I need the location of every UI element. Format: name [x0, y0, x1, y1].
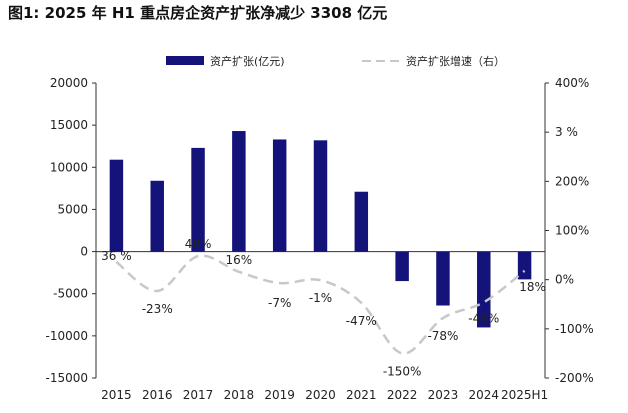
- bar: [313, 140, 328, 252]
- growth-line: [115, 254, 526, 355]
- bar: [272, 139, 287, 252]
- line-data-label: -47%: [346, 314, 377, 328]
- x-tick-label: 2025H1: [501, 388, 548, 402]
- legend-bar-label: 资产扩张(亿元): [210, 54, 285, 68]
- bar: [109, 159, 124, 252]
- line-data-label: 48%: [185, 237, 212, 251]
- x-tick-label: 2023: [428, 388, 459, 402]
- x-tick-label: 2021: [346, 388, 377, 402]
- line-data-label: -1%: [309, 291, 332, 305]
- bar: [517, 251, 532, 280]
- x-tick-label: 2015: [101, 388, 132, 402]
- x-tick-label: 2016: [142, 388, 173, 402]
- y-left-tick-label: 10000: [50, 160, 88, 174]
- line-data-label: 16%: [226, 253, 253, 267]
- y-right-tick-label: 0%: [555, 273, 574, 287]
- line-data-label: 18%: [519, 280, 546, 294]
- x-tick-label: 2018: [224, 388, 255, 402]
- y-left-tick-label: 5000: [57, 202, 88, 216]
- bar: [395, 251, 409, 282]
- y-right-tick-label: 3 %: [555, 125, 578, 139]
- bar: [150, 180, 164, 252]
- bar: [477, 251, 491, 328]
- line-data-label: -150%: [383, 364, 422, 378]
- x-tick-label: 2019: [264, 388, 295, 402]
- chart-title: 图1: 2025 年 H1 重点房企资产扩张净减少 3308 亿元: [8, 4, 388, 22]
- y-left-tick-label: -15000: [45, 371, 88, 385]
- bar: [191, 147, 205, 252]
- y-right-tick-label: 200%: [555, 174, 589, 188]
- y-left-tick-label: 20000: [50, 76, 88, 90]
- y-right-tick-label: -100%: [555, 322, 594, 336]
- x-tick-label: 2020: [305, 388, 336, 402]
- line-data-label: 36 %: [101, 249, 132, 263]
- y-right-tick-label: -200%: [555, 371, 594, 385]
- y-left-tick-label: -10000: [45, 329, 88, 343]
- x-tick-label: 2017: [183, 388, 214, 402]
- legend-bar-swatch: [166, 56, 204, 65]
- x-tick-label: 2022: [387, 388, 418, 402]
- y-right-tick-label: 400%: [555, 76, 589, 90]
- bar: [232, 131, 246, 252]
- line-data-label: -23%: [142, 302, 173, 316]
- line-data-label: -46%: [468, 311, 499, 325]
- y-left-tick-label: 15000: [50, 118, 88, 132]
- y-left-tick-label: 0: [80, 245, 88, 259]
- bar: [436, 251, 450, 306]
- y-right-tick-label: 100%: [555, 224, 589, 238]
- x-tick-label: 2024: [468, 388, 499, 402]
- legend-line-label: 资产扩张增速（右）: [406, 54, 505, 68]
- y-left-tick-label: -5000: [53, 287, 88, 301]
- bar: [354, 191, 369, 252]
- line-data-label: -7%: [268, 296, 291, 310]
- line-data-label: -78%: [427, 329, 458, 343]
